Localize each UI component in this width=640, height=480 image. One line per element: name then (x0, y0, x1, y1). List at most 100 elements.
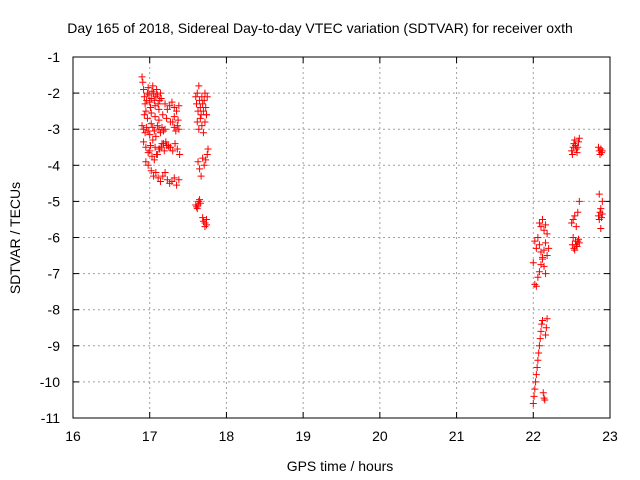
data-point (156, 96, 164, 104)
data-point (595, 190, 603, 198)
y-tick-label: -9 (48, 338, 61, 354)
data-point (543, 230, 551, 238)
data-point (140, 138, 148, 146)
data-point (166, 102, 174, 110)
data-point (540, 394, 548, 402)
data-point (535, 241, 543, 249)
data-point (531, 280, 539, 288)
data-point (199, 107, 207, 115)
data-point (152, 93, 160, 101)
data-point (160, 127, 168, 135)
data-point (140, 111, 148, 119)
data-point (175, 125, 183, 133)
data-point (151, 113, 159, 121)
data-point (150, 172, 158, 180)
data-point (535, 342, 543, 350)
data-point (597, 205, 605, 213)
data-point (531, 237, 539, 245)
data-point (153, 122, 161, 130)
data-point (529, 259, 537, 267)
data-point (140, 125, 148, 133)
data-point (194, 201, 202, 209)
data-point (574, 143, 582, 151)
data-point (201, 89, 209, 97)
data-point (538, 253, 546, 261)
data-point (143, 96, 151, 104)
data-point (598, 149, 606, 157)
data-point (537, 261, 545, 269)
data-point (152, 169, 160, 177)
data-point (173, 107, 181, 115)
data-point (542, 221, 550, 229)
data-point (535, 219, 543, 227)
x-tick-label: 22 (525, 428, 541, 444)
data-point (173, 181, 181, 189)
data-point (532, 282, 540, 290)
data-point (538, 215, 546, 223)
data-point (534, 273, 542, 281)
data-point (157, 143, 165, 151)
data-point (543, 252, 551, 260)
y-tick-label: -7 (48, 266, 61, 282)
y-tick-label: -11 (41, 410, 60, 426)
data-point (176, 150, 184, 158)
data-point (575, 197, 583, 205)
data-point (156, 89, 164, 97)
data-point (535, 349, 543, 357)
y-tick-label: -6 (48, 230, 61, 246)
data-point (170, 104, 178, 112)
data-point (144, 161, 152, 169)
data-point (141, 129, 149, 137)
data-point (169, 147, 177, 155)
data-point (146, 98, 154, 106)
data-point (143, 114, 151, 122)
data-point (148, 152, 156, 160)
data-point (203, 93, 211, 101)
x-tick-label: 16 (65, 428, 81, 444)
data-point (574, 237, 582, 245)
data-point (144, 84, 152, 92)
data-point (143, 123, 151, 131)
data-point (149, 123, 157, 131)
data-point (194, 158, 202, 166)
data-point (573, 149, 581, 157)
y-tick-label: -8 (48, 302, 61, 318)
data-point (202, 221, 210, 229)
y-axis-title: SDTVAR / TECUs (7, 182, 23, 294)
data-point (537, 327, 545, 335)
data-point (144, 149, 152, 157)
data-point (572, 223, 580, 231)
data-point (196, 114, 204, 122)
data-point (202, 104, 210, 112)
data-point (532, 244, 540, 252)
data-point (168, 178, 176, 186)
y-tick-label: -10 (40, 374, 60, 390)
data-point (198, 122, 206, 130)
data-point (199, 154, 207, 162)
data-point (571, 136, 579, 144)
x-tick-label: 21 (449, 428, 465, 444)
data-point (537, 223, 545, 231)
data-point (538, 317, 546, 325)
grid-lines (73, 57, 610, 418)
data-point (529, 400, 537, 408)
data-point (531, 385, 539, 393)
data-point (150, 127, 158, 135)
data-point (196, 196, 204, 204)
data-point (161, 169, 169, 177)
series-cluster-22.6h (568, 134, 583, 254)
data-point (159, 172, 167, 180)
data-point (575, 134, 583, 142)
data-point (163, 176, 171, 184)
data-point (574, 208, 582, 216)
data-point (195, 125, 203, 133)
series-cluster-17.7h (192, 82, 212, 231)
data-point (141, 100, 149, 108)
data-point (568, 150, 576, 158)
chart-title: Day 165 of 2018, Sidereal Day-to-day VTE… (67, 20, 573, 36)
data-point (171, 140, 179, 148)
data-point (170, 113, 178, 121)
y-tick-label: -2 (48, 85, 61, 101)
data-point (173, 145, 181, 153)
